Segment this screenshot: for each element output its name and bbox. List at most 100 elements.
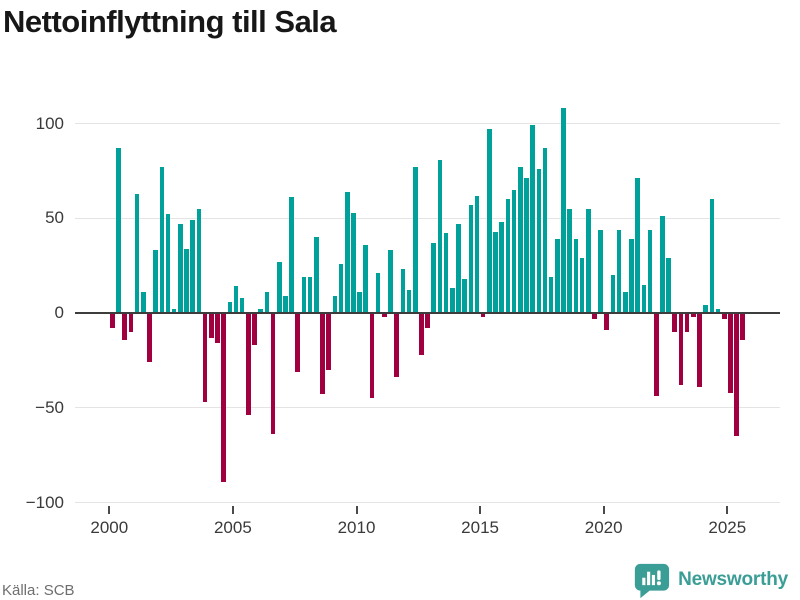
bar [233, 286, 239, 313]
bar [394, 313, 399, 378]
bar [462, 278, 467, 313]
newsworthy-logo-icon [633, 562, 670, 599]
chart-title: Nettoinflyttning till Sala [3, 4, 337, 39]
bar [320, 313, 325, 395]
bar [382, 313, 387, 317]
bar [344, 191, 350, 313]
bar [202, 313, 208, 403]
bar [548, 277, 554, 313]
bar [178, 223, 183, 313]
bar [623, 292, 628, 313]
bar [672, 313, 678, 332]
y-axis-label: 100 [35, 113, 64, 133]
bar [517, 167, 523, 313]
bar [567, 208, 572, 313]
bar [258, 309, 263, 313]
bar [666, 258, 671, 313]
bar [524, 178, 529, 313]
x-axis-label: 2020 [584, 518, 623, 537]
bar [351, 212, 356, 313]
x-axis-tick [231, 506, 234, 514]
x-axis-tick [602, 506, 605, 514]
bar [579, 258, 585, 313]
bar [468, 204, 474, 313]
newsworthy-logo-text: Newsworthy [678, 569, 788, 590]
y-axis-label: −50 [35, 397, 64, 417]
newsworthy-logo[interactable]: Newsworthy [633, 561, 788, 599]
bar [691, 313, 696, 317]
bar [585, 208, 591, 313]
bar [647, 229, 653, 313]
bar [165, 214, 171, 313]
bar [369, 313, 375, 399]
bar [487, 129, 492, 313]
bar [357, 292, 362, 313]
bar [660, 216, 665, 313]
bar [629, 239, 634, 313]
bar [208, 313, 214, 338]
bar [406, 290, 412, 313]
bar [425, 313, 430, 329]
x-axis-tick [355, 506, 358, 514]
bar [388, 250, 393, 313]
bar [449, 288, 455, 313]
bar [326, 313, 331, 370]
bar [239, 297, 245, 313]
bar [604, 313, 610, 331]
bar [474, 195, 480, 313]
bar [456, 223, 461, 313]
bar [431, 242, 437, 313]
bar [542, 148, 548, 313]
bar [635, 178, 640, 313]
bar [412, 167, 418, 313]
x-axis-label: 2000 [90, 518, 129, 537]
bar [703, 305, 708, 313]
bar [598, 229, 603, 313]
bar [443, 233, 449, 313]
gridline [75, 123, 780, 124]
bar [400, 269, 406, 313]
x-axis-label: 2015 [461, 518, 499, 537]
bar [653, 313, 659, 397]
y-axis-label: 0 [54, 303, 64, 322]
bar [159, 167, 165, 313]
bar [122, 313, 128, 340]
bar [332, 295, 338, 313]
bar [536, 168, 542, 313]
bar [499, 222, 505, 313]
gridline [75, 407, 780, 409]
bar [116, 148, 121, 313]
bar [264, 292, 270, 313]
bar [276, 261, 282, 313]
gridline [75, 502, 780, 503]
bar [134, 193, 140, 313]
bar [147, 313, 152, 363]
bar [289, 197, 294, 313]
bar [196, 208, 202, 313]
bar [573, 239, 579, 313]
bar [221, 313, 226, 482]
source-attribution: Källa: SCB [2, 582, 75, 599]
bar [678, 313, 684, 385]
bar [128, 313, 134, 332]
bar [184, 248, 189, 313]
bar [295, 313, 301, 372]
x-axis-label: 2005 [213, 518, 252, 537]
bar [314, 237, 319, 313]
bar [592, 313, 597, 319]
bar [728, 313, 733, 393]
bar [227, 301, 233, 313]
bar [140, 292, 146, 313]
bar [616, 229, 622, 313]
bar [419, 313, 424, 355]
y-axis-label: −100 [25, 492, 64, 512]
x-axis-tick [108, 506, 111, 514]
bar [246, 313, 251, 416]
bar [721, 313, 727, 319]
bar [307, 277, 313, 313]
bar [215, 313, 220, 344]
bar [715, 309, 721, 313]
x-axis-zero-line [75, 312, 780, 314]
